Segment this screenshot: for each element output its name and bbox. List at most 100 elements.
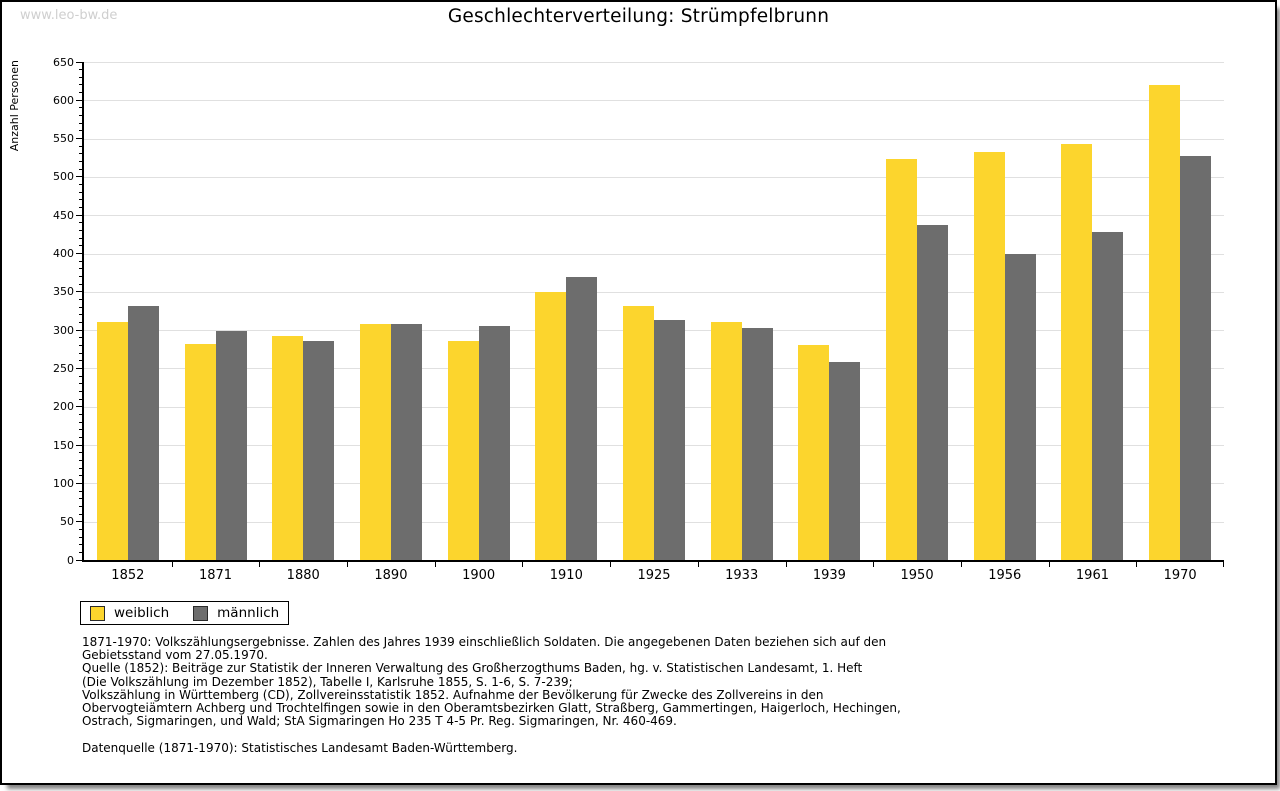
y-minor-tick <box>79 490 82 492</box>
legend-label-weiblich: weiblich <box>114 604 170 621</box>
y-minor-tick <box>79 505 82 507</box>
y-major-tick <box>76 329 82 331</box>
x-boundary-tick <box>697 560 699 567</box>
y-minor-tick <box>79 283 82 285</box>
y-tick-label: 300 <box>53 323 74 337</box>
y-minor-tick <box>79 360 82 362</box>
x-boundary-tick <box>434 560 436 567</box>
x-boundary-tick <box>171 560 173 567</box>
bar-weiblich-1970 <box>1149 84 1181 560</box>
y-tick-label: 150 <box>53 438 74 452</box>
bar-männlich-1880 <box>303 340 335 560</box>
bar-männlich-1961 <box>1092 232 1124 560</box>
x-boundary-tick <box>259 560 261 567</box>
y-major-tick <box>76 214 82 216</box>
gridline <box>84 215 1224 217</box>
x-tick-label: 1970 <box>1163 568 1197 583</box>
x-boundary-tick <box>1048 560 1050 567</box>
footnote-datasource: Datenquelle (1871-1970): Statistisches L… <box>82 741 518 755</box>
y-minor-tick <box>79 69 82 71</box>
gridline <box>84 291 1224 293</box>
bar-männlich-1900 <box>478 325 510 560</box>
x-tick-label: 1871 <box>198 568 233 583</box>
bar-männlich-1950 <box>917 225 949 560</box>
y-minor-tick <box>79 145 82 147</box>
y-tick-label: 250 <box>53 361 74 375</box>
chart-title: Geschlechterverteilung: Strümpfelbrunn <box>447 6 830 27</box>
x-tick-label: 1956 <box>988 568 1022 583</box>
x-tick-label: 1950 <box>900 568 934 583</box>
y-minor-tick <box>79 168 82 170</box>
y-minor-tick <box>79 184 82 186</box>
y-minor-tick <box>79 191 82 193</box>
bar-männlich-1852 <box>127 306 159 560</box>
legend-swatch-männlich <box>193 605 209 621</box>
y-major-tick <box>76 444 82 446</box>
y-minor-tick <box>79 375 82 377</box>
bar-weiblich-1925 <box>623 306 654 560</box>
legend-item-weiblich: weiblich <box>90 604 170 621</box>
bar-männlich-1956 <box>1004 253 1036 560</box>
y-minor-tick <box>79 230 82 232</box>
y-minor-tick <box>79 344 82 346</box>
y-minor-tick <box>79 398 82 400</box>
watermark-text: www.leo-bw.de <box>20 8 118 23</box>
y-minor-tick <box>79 536 82 538</box>
y-minor-tick <box>79 528 82 530</box>
y-tick-label: 0 <box>67 553 74 567</box>
x-tick-label: 1900 <box>462 568 496 583</box>
y-minor-tick <box>79 544 82 546</box>
y-minor-tick <box>79 337 82 339</box>
y-tick-label: 200 <box>53 400 74 414</box>
gridline <box>84 62 1224 63</box>
y-minor-tick <box>79 107 82 109</box>
y-minor-tick <box>79 321 82 323</box>
y-major-tick <box>76 253 82 255</box>
y-tick-label: 400 <box>53 247 74 261</box>
y-major-tick <box>76 521 82 523</box>
y-minor-tick <box>79 122 82 124</box>
x-boundary-tick <box>873 560 875 567</box>
y-minor-tick <box>79 245 82 247</box>
gridline <box>84 138 1224 140</box>
bar-männlich-1910 <box>566 277 598 560</box>
plot-area: 0 50 100 150 200 250 300 350 400 450 500 550 600 650 1… <box>53 56 1224 583</box>
bar-männlich-1933 <box>741 327 773 560</box>
y-minor-tick <box>79 467 82 469</box>
y-minor-tick <box>79 115 82 117</box>
bar-weiblich-1900 <box>447 340 479 560</box>
y-minor-tick <box>79 153 82 155</box>
y-minor-tick <box>79 84 82 86</box>
y-minor-tick <box>79 92 82 94</box>
bar-weiblich-1950 <box>886 158 918 560</box>
bar-weiblich-1956 <box>973 152 1005 560</box>
y-major-tick <box>76 99 82 101</box>
y-minor-tick <box>79 268 82 270</box>
x-boundary-tick <box>785 560 787 567</box>
y-minor-tick <box>79 130 82 132</box>
x-tick-label: 1880 <box>286 568 320 583</box>
y-minor-tick <box>79 161 82 163</box>
legend-label-männlich: männlich <box>217 604 280 621</box>
y-major-tick <box>76 406 82 408</box>
y-minor-tick <box>79 413 82 415</box>
x-boundary-tick <box>610 560 612 567</box>
x-tick-label: 1961 <box>1075 568 1109 583</box>
y-minor-tick <box>79 207 82 209</box>
bar-männlich-1890 <box>390 324 422 560</box>
y-minor-tick <box>79 276 82 278</box>
x-tick-label: 1939 <box>812 568 846 583</box>
bar-männlich-1871 <box>215 330 247 560</box>
bar-weiblich-1939 <box>798 345 830 560</box>
y-minor-tick <box>79 383 82 385</box>
y-minor-tick <box>79 551 82 553</box>
y-minor-tick <box>79 452 82 454</box>
x-boundary-tick <box>1223 560 1224 567</box>
y-axis-title: Anzahl Personen <box>8 60 21 152</box>
gridline <box>84 100 1224 102</box>
footnote-sources: 1871-1970: Volkszählungsergebnisse. Zahl… <box>82 635 901 729</box>
y-minor-tick <box>79 222 82 224</box>
legend: weiblich männlich <box>80 601 290 625</box>
bar-weiblich-1852 <box>96 321 128 560</box>
y-minor-tick <box>79 429 82 431</box>
